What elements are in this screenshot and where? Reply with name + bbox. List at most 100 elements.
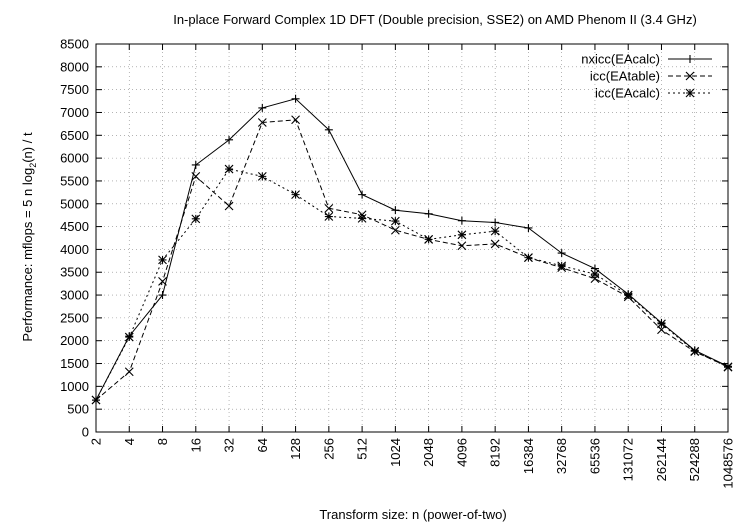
data-point-icc-eatable — [291, 115, 300, 125]
x-tick-label: 256 — [321, 438, 336, 460]
plot-border — [95, 43, 729, 433]
legend-marker-nxicc-eacalc — [686, 55, 694, 63]
data-point-icc-eacalc — [557, 261, 567, 271]
series-line-nxicc-eacalc — [95, 98, 729, 401]
y-axis-label: Performance: mflops = 5 n log2(n) / t — [20, 132, 38, 342]
data-point-icc-eacalc — [490, 226, 500, 236]
y-tick-label: 2000 — [60, 333, 89, 348]
legend-label-icc-eacalc: icc(EAcalc) — [595, 86, 660, 101]
data-point-icc-eacalc — [324, 212, 334, 221]
data-point-icc-eacalc — [291, 190, 300, 200]
data-point-icc-eacalc — [191, 214, 201, 224]
axes: 0 500 1000 1500 2000 2500 3000 3500 4000 4500 5000… — [60, 37, 735, 489]
y-tick-label: 7000 — [60, 105, 89, 120]
data-point-icc-eatable — [191, 171, 201, 181]
data-point-nxicc-eacalc — [324, 125, 333, 134]
y-tick-label: 2500 — [60, 310, 89, 325]
x-tick-label: 65536 — [587, 438, 602, 474]
data-point-icc-eatable — [224, 201, 234, 211]
y-tick-label: 3000 — [60, 288, 89, 303]
x-axis-label: Transform size: n (power-of-two) — [319, 507, 506, 522]
data-point-icc-eacalc — [91, 395, 101, 405]
legend-label-nxicc-eacalc: nxicc(EAcalc) — [581, 52, 660, 67]
data-point-icc-eatable — [257, 118, 267, 127]
x-tick-label: 16 — [188, 438, 203, 452]
x-tick-label: 128 — [288, 438, 303, 460]
x-tick-label: 4 — [122, 438, 137, 445]
x-tick-label: 262144 — [654, 438, 669, 481]
data-point-nxicc-eacalc — [225, 135, 234, 144]
data-point-icc-eacalc — [623, 290, 633, 300]
data-point-nxicc-eacalc — [158, 291, 167, 300]
y-tick-label: 4000 — [60, 242, 89, 257]
y-tick-label: 1000 — [60, 379, 89, 394]
data-point-icc-eatable — [390, 225, 400, 235]
data-point-icc-eatable — [324, 203, 334, 213]
series-icc-eacalc — [91, 164, 733, 405]
data-point-nxicc-eacalc — [291, 94, 300, 103]
series-line-icc-eacalc — [95, 168, 729, 401]
data-point-icc-eacalc — [723, 362, 733, 372]
data-point-nxicc-eacalc — [191, 160, 200, 169]
y-tick-label: 4500 — [60, 219, 89, 234]
data-point-icc-eacalc — [224, 164, 234, 174]
data-point-nxicc-eacalc — [391, 206, 400, 215]
grid — [96, 44, 728, 432]
legend-marker-icc-eacalc — [685, 88, 695, 98]
y-tick-label: 5000 — [60, 196, 89, 211]
series-group — [91, 94, 733, 405]
data-point-icc-eacalc — [657, 319, 666, 329]
chart-title: In-place Forward Complex 1D DFT (Double … — [173, 12, 697, 27]
x-tick-label: 8 — [155, 438, 170, 445]
legend: nxicc(EAcalc) icc(EAtable) icc(EAcalc) — [581, 52, 712, 101]
y-tick-label: 8500 — [60, 37, 89, 52]
x-tick-label: 32768 — [554, 438, 569, 474]
x-tick-label: 1048576 — [721, 438, 736, 489]
data-point-nxicc-eacalc — [557, 249, 566, 258]
data-point-icc-eacalc — [357, 213, 367, 223]
data-point-icc-eacalc — [590, 269, 600, 279]
x-tick-label: 524288 — [687, 438, 702, 481]
data-point-nxicc-eacalc — [457, 216, 466, 225]
data-point-nxicc-eacalc — [524, 223, 533, 232]
y-tick-label: 6500 — [60, 128, 89, 143]
data-point-nxicc-eacalc — [424, 209, 433, 218]
series-line-icc-eatable — [95, 119, 729, 401]
x-tick-label: 32 — [222, 438, 237, 452]
legend-label-icc-eatable: icc(EAtable) — [590, 69, 660, 84]
data-point-nxicc-eacalc — [358, 190, 367, 199]
data-point-icc-eacalc — [524, 253, 533, 263]
data-point-icc-eatable — [457, 241, 467, 251]
data-point-nxicc-eacalc — [491, 218, 500, 227]
x-tick-label: 64 — [255, 438, 270, 452]
data-point-icc-eatable — [490, 239, 500, 249]
data-point-icc-eacalc — [457, 230, 467, 240]
data-point-icc-eacalc — [257, 171, 267, 181]
y-tick-label: 8000 — [60, 59, 89, 74]
data-point-icc-eacalc — [424, 234, 434, 244]
data-point-icc-eacalc — [690, 346, 700, 356]
x-tick-label: 8192 — [488, 438, 503, 467]
y-tick-label: 1500 — [60, 356, 89, 371]
series-icc-eatable — [91, 115, 733, 405]
data-point-icc-eacalc — [390, 216, 400, 226]
x-tick-label: 4096 — [454, 438, 469, 467]
x-tick-label: 131072 — [621, 438, 636, 481]
data-point-icc-eatable — [158, 276, 167, 286]
y-tick-label: 7500 — [60, 82, 89, 97]
data-point-icc-eatable — [124, 367, 134, 377]
x-tick-label: 2048 — [421, 438, 436, 467]
x-tick-label: 16384 — [521, 438, 536, 474]
x-tick-label: 1024 — [388, 438, 403, 467]
x-tick-label: 2 — [89, 438, 104, 445]
data-point-icc-eacalc — [124, 332, 134, 342]
y-tick-label: 3500 — [60, 265, 89, 280]
y-tick-label: 6000 — [60, 151, 89, 166]
y-tick-label: 0 — [82, 425, 89, 440]
x-tick-label: 512 — [355, 438, 370, 460]
data-point-icc-eacalc — [158, 255, 167, 265]
legend-marker-icc-eatable — [685, 71, 695, 81]
y-tick-label: 500 — [67, 402, 89, 417]
data-point-nxicc-eacalc — [258, 103, 267, 112]
